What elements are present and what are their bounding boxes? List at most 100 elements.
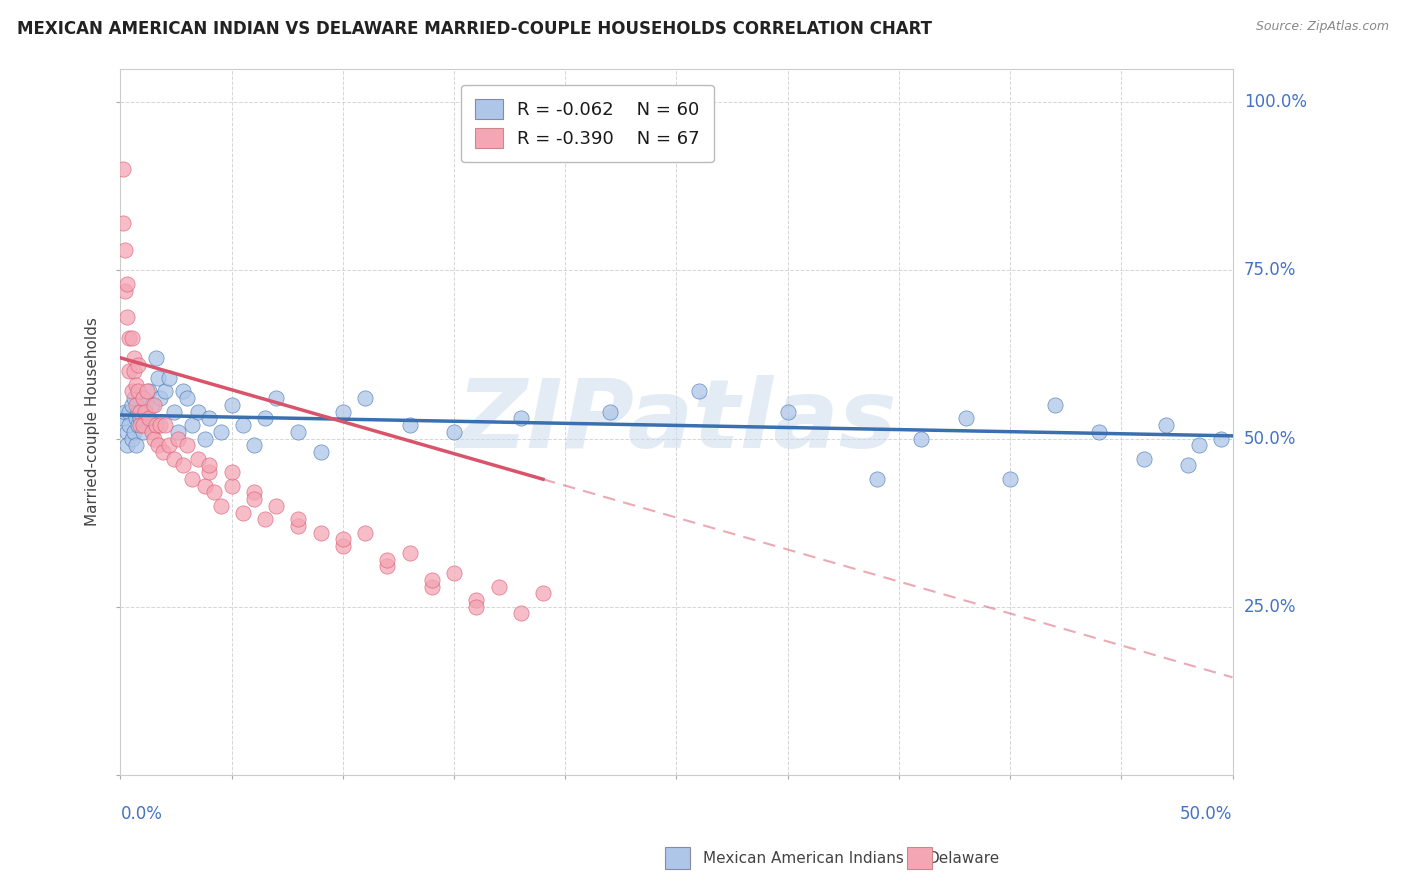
Point xyxy=(243,485,266,500)
Point xyxy=(1211,432,1233,446)
Point xyxy=(172,458,194,473)
Text: 25.0%: 25.0% xyxy=(1244,598,1296,615)
Point xyxy=(309,525,332,540)
Point xyxy=(138,384,160,399)
Point xyxy=(998,472,1021,486)
Point xyxy=(118,404,141,418)
Point xyxy=(127,384,149,399)
Point xyxy=(148,371,170,385)
Point xyxy=(209,499,232,513)
Point xyxy=(202,485,225,500)
Point xyxy=(142,432,165,446)
Point xyxy=(332,533,354,547)
Point xyxy=(136,384,159,399)
Text: Mexican American Indians: Mexican American Indians xyxy=(703,851,904,865)
Point xyxy=(354,391,377,405)
Point xyxy=(375,559,398,574)
Point xyxy=(122,391,145,405)
Point xyxy=(955,411,977,425)
Point xyxy=(149,418,172,433)
Point xyxy=(509,607,531,621)
Point xyxy=(118,364,141,378)
Text: 0.0%: 0.0% xyxy=(121,805,162,823)
Y-axis label: Married-couple Households: Married-couple Households xyxy=(86,318,100,526)
Point xyxy=(194,478,217,492)
Point xyxy=(264,391,287,405)
Point xyxy=(167,425,190,439)
Point xyxy=(134,404,156,418)
Point xyxy=(187,404,209,418)
Point xyxy=(129,404,152,418)
Point xyxy=(142,398,165,412)
Point xyxy=(118,418,141,433)
Point xyxy=(198,411,221,425)
Point xyxy=(1088,425,1111,439)
Text: 50.0%: 50.0% xyxy=(1180,805,1233,823)
Point xyxy=(221,478,243,492)
Point xyxy=(465,593,488,607)
Point xyxy=(127,418,149,433)
Point xyxy=(375,552,398,566)
Point xyxy=(122,351,145,365)
Point xyxy=(163,404,186,418)
Point xyxy=(121,331,143,345)
Point xyxy=(221,465,243,479)
Point xyxy=(145,418,167,433)
Point xyxy=(138,411,160,425)
Point xyxy=(287,425,309,439)
Point xyxy=(688,384,710,399)
Point xyxy=(131,418,153,433)
Point xyxy=(509,411,531,425)
Point xyxy=(118,331,141,345)
Point xyxy=(129,411,152,425)
Point xyxy=(153,384,176,399)
Point xyxy=(122,425,145,439)
Point xyxy=(209,425,232,439)
Point xyxy=(287,512,309,526)
Point xyxy=(125,438,148,452)
Point xyxy=(125,411,148,425)
Point xyxy=(111,216,134,230)
Point xyxy=(465,599,488,614)
Point xyxy=(599,404,621,418)
Point xyxy=(180,472,202,486)
Point xyxy=(125,398,148,412)
Text: 100.0%: 100.0% xyxy=(1244,93,1306,112)
Point xyxy=(136,411,159,425)
Point xyxy=(198,458,221,473)
Point xyxy=(127,404,149,418)
Point xyxy=(488,580,510,594)
Point xyxy=(153,418,176,433)
Point xyxy=(114,404,136,418)
Point xyxy=(129,418,152,433)
Point xyxy=(253,512,276,526)
Text: ZIPatlas: ZIPatlas xyxy=(456,376,897,468)
Point xyxy=(176,438,198,452)
Point xyxy=(115,310,138,325)
Point xyxy=(187,451,209,466)
Point xyxy=(221,398,243,412)
Point xyxy=(152,445,174,459)
Point xyxy=(232,506,254,520)
Point xyxy=(121,432,143,446)
Point xyxy=(141,398,163,412)
Point xyxy=(127,358,149,372)
Point xyxy=(115,277,138,291)
Point xyxy=(176,391,198,405)
Point xyxy=(134,398,156,412)
Point xyxy=(157,438,180,452)
Point xyxy=(264,499,287,513)
Point xyxy=(157,371,180,385)
Point xyxy=(420,573,443,587)
Point xyxy=(180,418,202,433)
Point xyxy=(111,411,134,425)
Point xyxy=(167,432,190,446)
Point xyxy=(443,425,465,439)
Point xyxy=(243,438,266,452)
Point xyxy=(443,566,465,580)
Point xyxy=(420,580,443,594)
Point xyxy=(163,451,186,466)
Point xyxy=(354,525,377,540)
Point xyxy=(114,243,136,257)
Point xyxy=(1177,458,1199,473)
